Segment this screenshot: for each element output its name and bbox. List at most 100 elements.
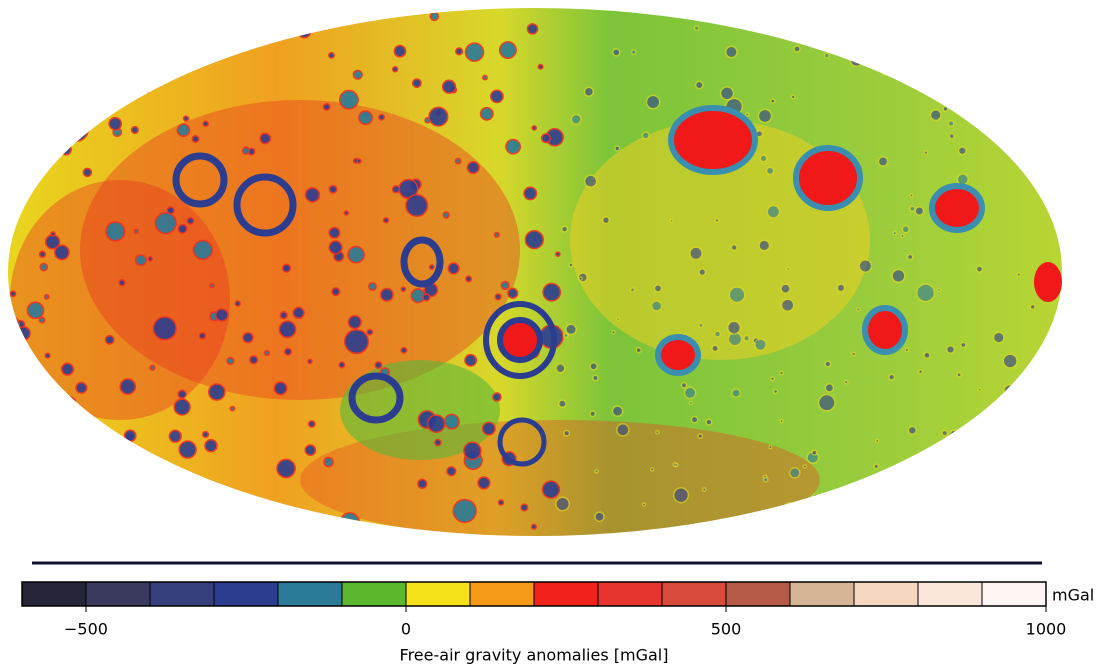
crater [104, 38, 109, 43]
crater [276, 516, 291, 531]
colorbar: −50005001000 [22, 582, 1066, 639]
crater [732, 389, 740, 397]
crater [876, 439, 879, 442]
crater [448, 263, 459, 274]
crater [769, 446, 772, 449]
crater [1082, 233, 1092, 243]
colorbar-segment [534, 582, 599, 606]
colorbar-segment [406, 582, 471, 606]
crater [120, 379, 135, 394]
crater [771, 377, 775, 381]
colorbar-segment [598, 582, 663, 606]
crater [508, 288, 518, 298]
crater [1057, 463, 1072, 478]
crater [780, 420, 783, 423]
crater [556, 252, 560, 256]
crater [30, 399, 44, 413]
crater [230, 407, 234, 411]
crater [785, 503, 793, 511]
crater [744, 336, 749, 341]
crater [917, 284, 935, 302]
crater [915, 207, 923, 215]
crater [819, 395, 835, 411]
crater [44, 124, 57, 137]
crater [205, 440, 217, 452]
crater [771, 516, 776, 521]
crater [889, 374, 895, 380]
crater [443, 80, 456, 93]
crater [943, 107, 948, 112]
crater [317, 518, 322, 523]
crater [109, 118, 121, 130]
crater [924, 352, 930, 358]
crater [1049, 460, 1064, 475]
crater [210, 284, 214, 288]
crater [494, 233, 499, 238]
tick-label: −500 [64, 620, 108, 639]
crater [524, 187, 536, 199]
crater [1013, 410, 1021, 418]
crater [1051, 475, 1060, 484]
crater [7, 486, 12, 491]
crater [1098, 525, 1102, 529]
crater [613, 49, 620, 56]
crater [603, 217, 610, 224]
crater [340, 513, 359, 532]
crater [1004, 385, 1016, 397]
crater [948, 121, 954, 127]
crater [52, 432, 70, 450]
crater [216, 309, 228, 321]
crater [845, 381, 848, 384]
crater [712, 345, 718, 351]
crater [923, 51, 929, 57]
crater [192, 46, 200, 54]
crater [332, 288, 340, 296]
crater [379, 115, 384, 120]
crater [746, 113, 749, 116]
crater [1063, 301, 1069, 307]
colorbar-unit: mGal [1052, 586, 1094, 605]
crater [902, 226, 909, 233]
crater [965, 451, 970, 456]
crater [852, 352, 856, 356]
crater [453, 499, 476, 522]
colorbar-segment [214, 582, 279, 606]
crater [532, 524, 537, 529]
crater [945, 446, 949, 450]
colorbar-segment [470, 582, 535, 606]
crater [199, 333, 205, 339]
crater [698, 434, 702, 438]
crater [901, 234, 904, 237]
crater [465, 355, 476, 366]
colorbar-segment [150, 582, 215, 606]
crater [837, 284, 845, 292]
crater [125, 430, 136, 441]
crater [729, 287, 745, 303]
crater [177, 124, 189, 136]
crater [595, 512, 604, 521]
crater [7, 504, 24, 521]
crater [430, 265, 434, 269]
crater [910, 206, 915, 211]
crater [525, 231, 543, 249]
crater [675, 464, 678, 467]
crater [928, 22, 943, 37]
crater [174, 399, 190, 415]
crater [134, 229, 138, 233]
crater [353, 70, 362, 79]
crater [105, 336, 113, 344]
crater [178, 225, 187, 234]
crater [760, 155, 767, 162]
crater [590, 363, 597, 370]
crater [948, 430, 961, 443]
crater [447, 467, 456, 476]
crater [900, 482, 903, 485]
crater [642, 132, 649, 139]
crater [483, 75, 487, 79]
crater [1015, 105, 1025, 115]
crater [17, 327, 30, 340]
crater [984, 497, 993, 506]
crater [418, 479, 427, 488]
crater [445, 414, 459, 428]
crater [1007, 462, 1023, 478]
